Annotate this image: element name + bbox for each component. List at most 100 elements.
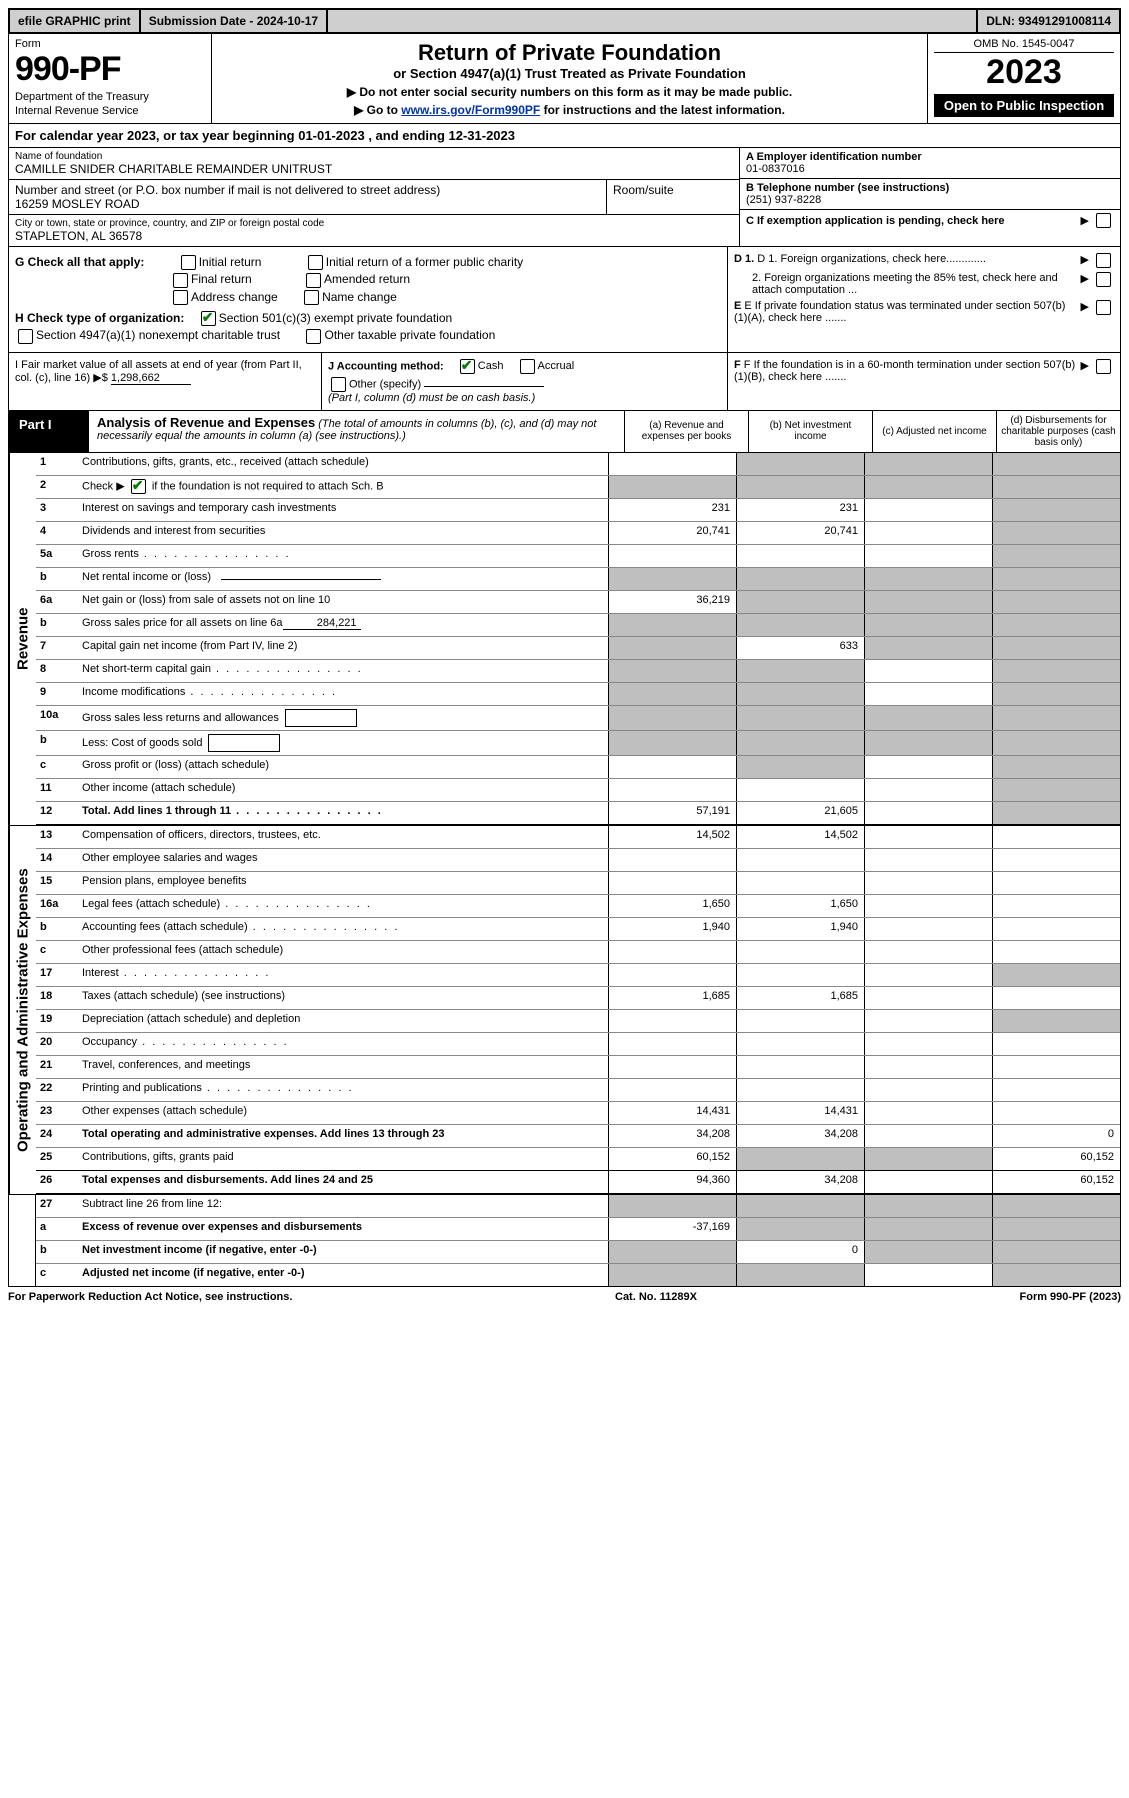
footer-left: For Paperwork Reduction Act Notice, see … xyxy=(8,1291,292,1303)
cell-d xyxy=(992,476,1120,498)
street-cell: Number and street (or P.O. box number if… xyxy=(9,180,607,214)
cell-c xyxy=(864,453,992,475)
cell-a xyxy=(608,1241,736,1263)
row-num: 6a xyxy=(36,591,78,613)
arrow-icon: ▶ xyxy=(1081,359,1089,372)
page-footer: For Paperwork Reduction Act Notice, see … xyxy=(8,1291,1121,1303)
row-desc: Total expenses and disbursements. Add li… xyxy=(78,1171,608,1193)
row-desc: Gross rents xyxy=(78,545,608,567)
cell-d xyxy=(992,522,1120,544)
row-desc: Other income (attach schedule) xyxy=(78,779,608,801)
cash-checkbox[interactable] xyxy=(460,359,475,374)
cell-c xyxy=(864,1241,992,1263)
501c3-checkbox[interactable] xyxy=(201,311,216,326)
row-desc: Net short-term capital gain xyxy=(78,660,608,682)
street-value: 16259 MOSLEY ROAD xyxy=(15,197,600,211)
cell-c xyxy=(864,1195,992,1217)
ssn-note: ▶ Do not enter social security numbers o… xyxy=(218,85,921,99)
cell-c xyxy=(864,591,992,613)
cell-a xyxy=(608,1264,736,1286)
row-num: b xyxy=(36,1241,78,1263)
row-num: c xyxy=(36,941,78,963)
d1-row: D 1. D 1. Foreign organizations, check h… xyxy=(734,253,1114,268)
row-num: b xyxy=(36,918,78,940)
cell-c xyxy=(864,1079,992,1101)
table-row: 18 Taxes (attach schedule) (see instruct… xyxy=(36,987,1120,1010)
cell-d xyxy=(992,545,1120,567)
h-label: H Check type of organization: xyxy=(15,311,184,325)
cell-a xyxy=(608,453,736,475)
cell-c xyxy=(864,1102,992,1124)
cell-c xyxy=(864,706,992,730)
cell-c xyxy=(864,545,992,567)
other-specify-field[interactable] xyxy=(424,386,544,387)
schb-checkbox[interactable] xyxy=(131,479,146,494)
cell-d xyxy=(992,499,1120,521)
row-desc: Dividends and interest from securities xyxy=(78,522,608,544)
cell-a xyxy=(608,660,736,682)
row-num: 26 xyxy=(36,1171,78,1193)
h-row-2: Section 4947(a)(1) nonexempt charitable … xyxy=(15,328,721,343)
cell-d xyxy=(992,453,1120,475)
name-change-checkbox[interactable] xyxy=(304,290,319,305)
part1-desc: Analysis of Revenue and Expenses (The to… xyxy=(89,411,624,452)
cell-b: 1,940 xyxy=(736,918,864,940)
address-row: Number and street (or P.O. box number if… xyxy=(9,180,739,215)
c-checkbox[interactable] xyxy=(1096,213,1111,228)
other-taxable-checkbox[interactable] xyxy=(306,329,321,344)
amended-checkbox[interactable] xyxy=(306,273,321,288)
cell-b xyxy=(736,706,864,730)
submission-date: Submission Date - 2024-10-17 xyxy=(141,10,326,32)
f-checkbox[interactable] xyxy=(1096,359,1111,374)
ein-value: 01-0837016 xyxy=(746,163,1114,175)
table-row: 25 Contributions, gifts, grants paid 60,… xyxy=(36,1148,1120,1171)
row-num: 27 xyxy=(36,1195,78,1217)
row-desc: Printing and publications xyxy=(78,1079,608,1101)
phone-value: (251) 937-8228 xyxy=(746,194,1114,206)
row-desc: Other employee salaries and wages xyxy=(78,849,608,871)
row-desc: Depreciation (attach schedule) and deple… xyxy=(78,1010,608,1032)
address-change-checkbox[interactable] xyxy=(173,290,188,305)
cell-c xyxy=(864,826,992,848)
h-opt-4947: Section 4947(a)(1) nonexempt charitable … xyxy=(36,328,280,342)
initial-return-checkbox[interactable] xyxy=(181,255,196,270)
form-number: 990-PF xyxy=(15,50,205,89)
city-label: City or town, state or province, country… xyxy=(15,218,733,229)
row-desc: Travel, conferences, and meetings xyxy=(78,1056,608,1078)
cell-d xyxy=(992,1218,1120,1240)
cell-c xyxy=(864,683,992,705)
g-opt-public: Initial return of a former public charit… xyxy=(326,255,523,269)
initial-public-checkbox[interactable] xyxy=(308,255,323,270)
table-row: c Gross profit or (loss) (attach schedul… xyxy=(36,756,1120,779)
cell-c xyxy=(864,499,992,521)
r10a-box xyxy=(285,709,357,727)
row-num: 25 xyxy=(36,1148,78,1170)
table-row: 19 Depreciation (attach schedule) and de… xyxy=(36,1010,1120,1033)
table-row: c Adjusted net income (if negative, ente… xyxy=(36,1264,1120,1286)
row-desc: Total. Add lines 1 through 11 xyxy=(78,802,608,824)
table-row: 24 Total operating and administrative ex… xyxy=(36,1125,1120,1148)
efile-label: efile GRAPHIC print xyxy=(10,10,139,32)
form-subtitle: or Section 4947(a)(1) Trust Treated as P… xyxy=(218,66,921,81)
d1-checkbox[interactable] xyxy=(1096,253,1111,268)
4947-checkbox[interactable] xyxy=(18,329,33,344)
cell-b xyxy=(736,476,864,498)
dept-treasury: Department of the Treasury xyxy=(15,91,205,103)
final-return-checkbox[interactable] xyxy=(173,273,188,288)
cell-a xyxy=(608,476,736,498)
cell-b xyxy=(736,1218,864,1240)
table-row: 13 Compensation of officers, directors, … xyxy=(36,826,1120,849)
e-checkbox[interactable] xyxy=(1096,300,1111,315)
form990pf-link[interactable]: www.irs.gov/Form990PF xyxy=(401,103,540,117)
gh-left: G Check all that apply: Initial return I… xyxy=(9,247,727,352)
d2-checkbox[interactable] xyxy=(1096,272,1111,287)
table-row: b Less: Cost of goods sold xyxy=(36,731,1120,756)
h-row: H Check type of organization: Section 50… xyxy=(15,311,721,326)
cell-d xyxy=(992,826,1120,848)
cell-b: 0 xyxy=(736,1241,864,1263)
row-num: 20 xyxy=(36,1033,78,1055)
accrual-checkbox[interactable] xyxy=(520,359,535,374)
other-method-checkbox[interactable] xyxy=(331,377,346,392)
city-value: STAPLETON, AL 36578 xyxy=(15,229,733,243)
cell-a xyxy=(608,1010,736,1032)
